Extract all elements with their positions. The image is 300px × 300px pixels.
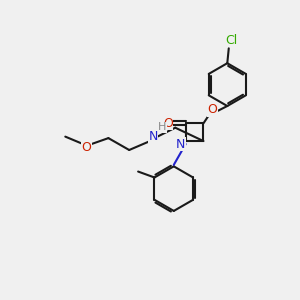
- Text: O: O: [81, 140, 91, 154]
- Text: H: H: [158, 122, 167, 132]
- Text: Cl: Cl: [226, 34, 238, 46]
- Text: N: N: [148, 130, 158, 142]
- Text: O: O: [208, 103, 218, 116]
- Text: N: N: [176, 138, 185, 151]
- Text: O: O: [163, 117, 173, 130]
